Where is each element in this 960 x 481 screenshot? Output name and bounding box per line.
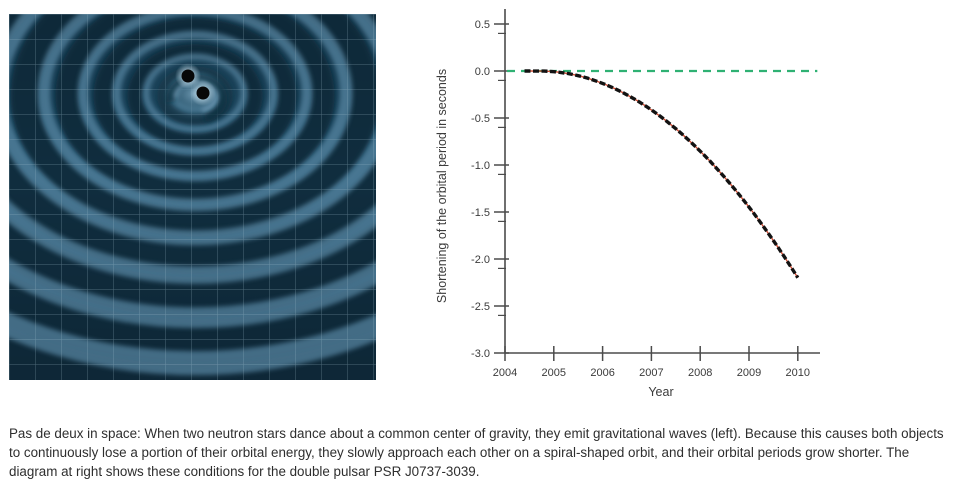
neutron-star-icon [196, 86, 210, 100]
prediction-line [524, 70, 799, 279]
x-tick-label: 2004 [493, 367, 517, 379]
y-tick-label: -1.5 [471, 207, 490, 219]
x-axis-title: Year [648, 385, 673, 399]
measured-data-points [524, 69, 800, 279]
x-tick-label: 2010 [786, 367, 810, 379]
figure-caption: Pas de deux in space: When two neutron s… [9, 426, 944, 480]
y-tick-label: -3.0 [471, 348, 490, 360]
central-swirl [166, 74, 228, 123]
y-tick-label: -1.0 [471, 160, 490, 172]
y-tick-label: -2.0 [471, 254, 490, 266]
y-tick-label: -0.5 [471, 113, 490, 125]
neutron-star-icon [181, 69, 195, 83]
x-tick-label: 2005 [542, 367, 566, 379]
y-tick-label: -2.5 [471, 301, 490, 313]
y-tick-label: 0.0 [475, 66, 490, 78]
y-axis-title: Shortening of the orbital period in seco… [435, 69, 449, 303]
y-tick-label: 0.5 [475, 19, 490, 31]
gravitational-waves-illustration [9, 14, 376, 380]
x-tick-label: 2009 [737, 367, 761, 379]
x-tick-label: 2007 [639, 367, 663, 379]
x-tick-label: 2006 [590, 367, 614, 379]
x-tick-label: 2008 [688, 367, 712, 379]
neutron-star-pair [175, 63, 216, 106]
